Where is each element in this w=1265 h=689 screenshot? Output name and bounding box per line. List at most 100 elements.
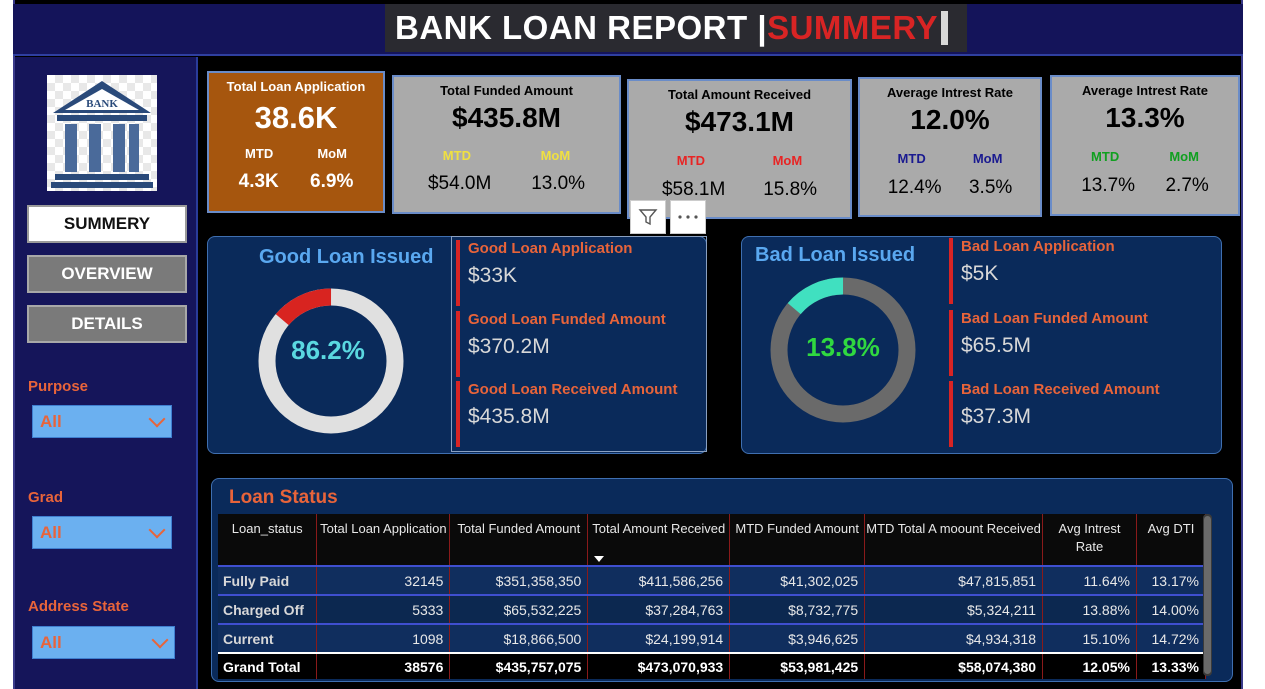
kpi-mom-value: 15.8% [763, 179, 818, 200]
table-cell: $53,981,425 [729, 652, 866, 679]
kpi-mtd-value: 12.4% [887, 177, 942, 198]
filter-icon[interactable] [630, 200, 666, 234]
table-cell: $3,946,625 [729, 623, 866, 653]
sort-descending-icon[interactable] [594, 556, 604, 562]
nav-overview-button[interactable]: OVERVIEW [27, 255, 187, 293]
table-cell: 38576 [316, 652, 451, 679]
kpi-title: Total Funded Amount [440, 83, 573, 98]
chevron-down-icon [151, 631, 169, 648]
metric-value: $33K [468, 264, 518, 287]
grad-filter-value: All [40, 522, 62, 542]
column-header[interactable]: Avg DTI [1136, 514, 1207, 566]
kpi-title: Total Amount Received [667, 87, 812, 102]
column-header[interactable]: Total Funded Amount [449, 514, 589, 566]
kpi-mtd-label: MTD [897, 151, 926, 166]
table-cell: 13.33% [1136, 652, 1207, 679]
bank-logo-text: BANK [86, 98, 118, 110]
table-cell: $47,815,851 [864, 565, 1044, 595]
address-state-filter-select[interactable]: All [32, 626, 175, 659]
kpi-total-amount-received: Total Amount Received $473.1M MTD MoM $5… [627, 79, 852, 219]
kpi-title: Average Intrest Rate [887, 85, 1013, 100]
good-loan-donut [258, 288, 404, 434]
good-loan-percent: 86.2% [291, 335, 365, 365]
table-total-row: Grand Total 38576 $435,757,075 $473,070,… [218, 652, 1207, 679]
column-header[interactable]: Total Loan Application [316, 514, 451, 566]
nav-details-button[interactable]: DETAILS [27, 305, 187, 343]
table-cell: $24,199,914 [587, 623, 731, 653]
table-cell: $5,324,211 [864, 594, 1044, 624]
table-cell: 13.88% [1042, 594, 1137, 624]
kpi-mtd-value: $58.1M [661, 179, 726, 200]
kpi-mtd-label: MTD [1091, 149, 1120, 164]
loan-status-title: Loan Status [229, 487, 338, 508]
address-state-filter-label: Address State [28, 598, 129, 615]
column-header[interactable]: Avg Intrest Rate [1042, 514, 1137, 566]
bad-loan-received-amount: Bad Loan Received Amount $37.3M [949, 381, 1160, 447]
metric-label: Bad Loan Funded Amount [961, 310, 1148, 327]
metric-value: $37.3M [961, 405, 1032, 428]
table-cell: $65,532,225 [449, 594, 589, 624]
kpi-mom-label: MoM [772, 153, 803, 168]
good-loan-received-amount: Good Loan Received Amount $435.8M [456, 381, 677, 447]
bad-loan-donut [770, 277, 916, 423]
purpose-filter-value: All [40, 411, 62, 431]
table-cell: $41,302,025 [729, 565, 866, 595]
more-options-icon[interactable] [670, 200, 706, 234]
column-header[interactable]: MTD Funded Amount [729, 514, 866, 566]
column-header[interactable]: Loan_status [218, 514, 318, 566]
kpi-value: 13.3% [1105, 102, 1185, 133]
kpi-mom-value: 3.5% [968, 177, 1013, 198]
table-cell: 13.17% [1136, 565, 1207, 595]
kpi-mom-label: MoM [972, 151, 1003, 166]
kpi-mtd-value: $54.0M [427, 173, 492, 194]
table-cell: $473,070,933 [587, 652, 731, 679]
kpi-total-loan-application: Total Loan Application 38.6K MTD MoM 4.3… [207, 71, 385, 213]
metric-value: $435.8M [468, 405, 550, 428]
kpi-mom-label: MoM [540, 148, 571, 163]
metric-label: Good Loan Funded Amount [468, 311, 666, 328]
kpi-mom-value: 6.9% [310, 171, 354, 192]
table-cell: 1098 [316, 623, 451, 653]
table-scrollbar-thumb[interactable] [1204, 516, 1211, 674]
bad-loan-title: Bad Loan Issued [755, 244, 916, 266]
metric-value: $65.5M [961, 334, 1032, 357]
table-cell: $351,358,350 [449, 565, 589, 595]
table-cell: $8,732,775 [729, 594, 866, 624]
metric-value: $370.2M [468, 335, 550, 358]
bad-loan-funded-amount: Bad Loan Funded Amount $65.5M [949, 310, 1148, 376]
table-cell: 11.64% [1042, 565, 1137, 595]
table-cell: $37,284,763 [587, 594, 731, 624]
bank-logo: BANK [47, 75, 157, 191]
kpi-title: Average Intrest Rate [1082, 83, 1208, 98]
chevron-down-icon [148, 521, 166, 538]
grad-filter-select[interactable]: All [32, 516, 172, 549]
table-row: Charged Off 5333 $65,532,225 $37,284,763… [218, 594, 1207, 624]
report-title-main: BANK LOAN REPORT | [395, 9, 768, 46]
purpose-filter-select[interactable]: All [32, 405, 172, 438]
column-header[interactable]: MTD Total A moount Received [864, 514, 1044, 566]
nav-summery-button[interactable]: SUMMERY [27, 205, 187, 243]
report-title-accent: SUMMERY [767, 9, 939, 46]
bad-loan-percent: 13.8% [806, 332, 880, 362]
table-cell: 12.05% [1042, 652, 1137, 679]
address-state-filter-value: All [40, 632, 62, 652]
loan-status-table: Loan_status Total Loan Application Total… [218, 514, 1207, 679]
table-cell: Charged Off [218, 594, 318, 624]
table-cell: $435,757,075 [449, 652, 589, 679]
kpi-value: $473.1M [685, 106, 794, 137]
kpi-average-interest-rate: Average Intrest Rate 12.0% MTD MoM 12.4%… [858, 77, 1042, 217]
column-header[interactable]: Total Amount Received [587, 514, 731, 566]
table-row: Current 1098 $18,866,500 $24,199,914 $3,… [218, 623, 1207, 653]
kpi-value: 38.6K [254, 100, 338, 135]
table-cell: $4,934,318 [864, 623, 1044, 653]
table-cell: Fully Paid [218, 565, 318, 595]
kpi-average-dti: Average Intrest Rate 13.3% MTD MoM 13.7%… [1050, 75, 1240, 216]
purpose-filter-label: Purpose [28, 378, 89, 395]
kpi-mom-value: 13.0% [531, 173, 586, 194]
kpi-mom-value: 2.7% [1165, 175, 1209, 196]
table-cell: $411,586,256 [587, 565, 731, 595]
metric-value: $5K [961, 262, 999, 285]
good-loan-metrics-card[interactable] [451, 236, 707, 452]
table-cell: 14.00% [1136, 594, 1207, 624]
kpi-mom-label: MoM [317, 146, 347, 161]
